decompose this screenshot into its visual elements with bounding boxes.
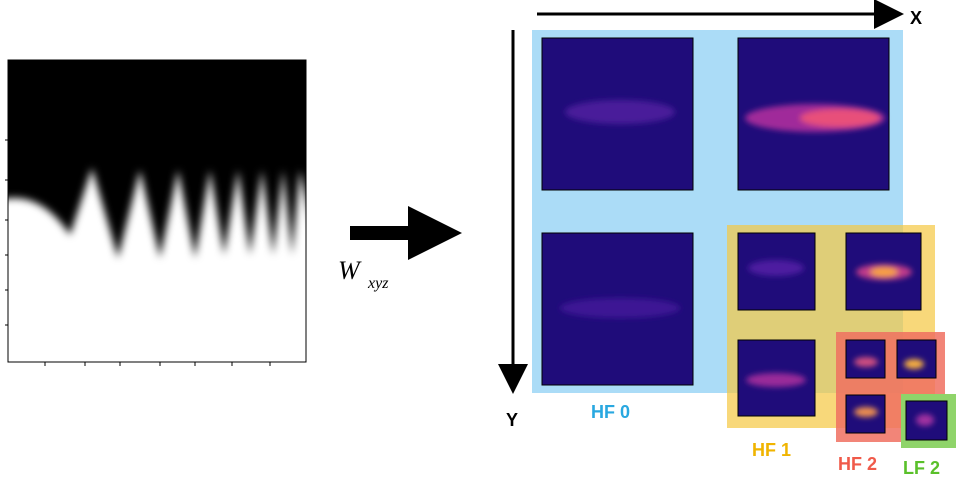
lf2-label: LF 2 [903, 458, 940, 478]
diagram: W xyz X Y HF 0 HF 1 HF 2 LF 2 [0, 0, 956, 479]
hf0-label: HF 0 [591, 402, 630, 422]
transform-subscript: xyz [367, 275, 389, 292]
input-image [0, 50, 320, 366]
hf1-label: HF 1 [752, 440, 791, 460]
x-axis-label: X [910, 8, 922, 28]
y-axis-label: Y [506, 410, 518, 430]
transform-arrow [350, 206, 462, 260]
hf2-label: HF 2 [838, 454, 877, 474]
transform-symbol: W [338, 256, 362, 285]
